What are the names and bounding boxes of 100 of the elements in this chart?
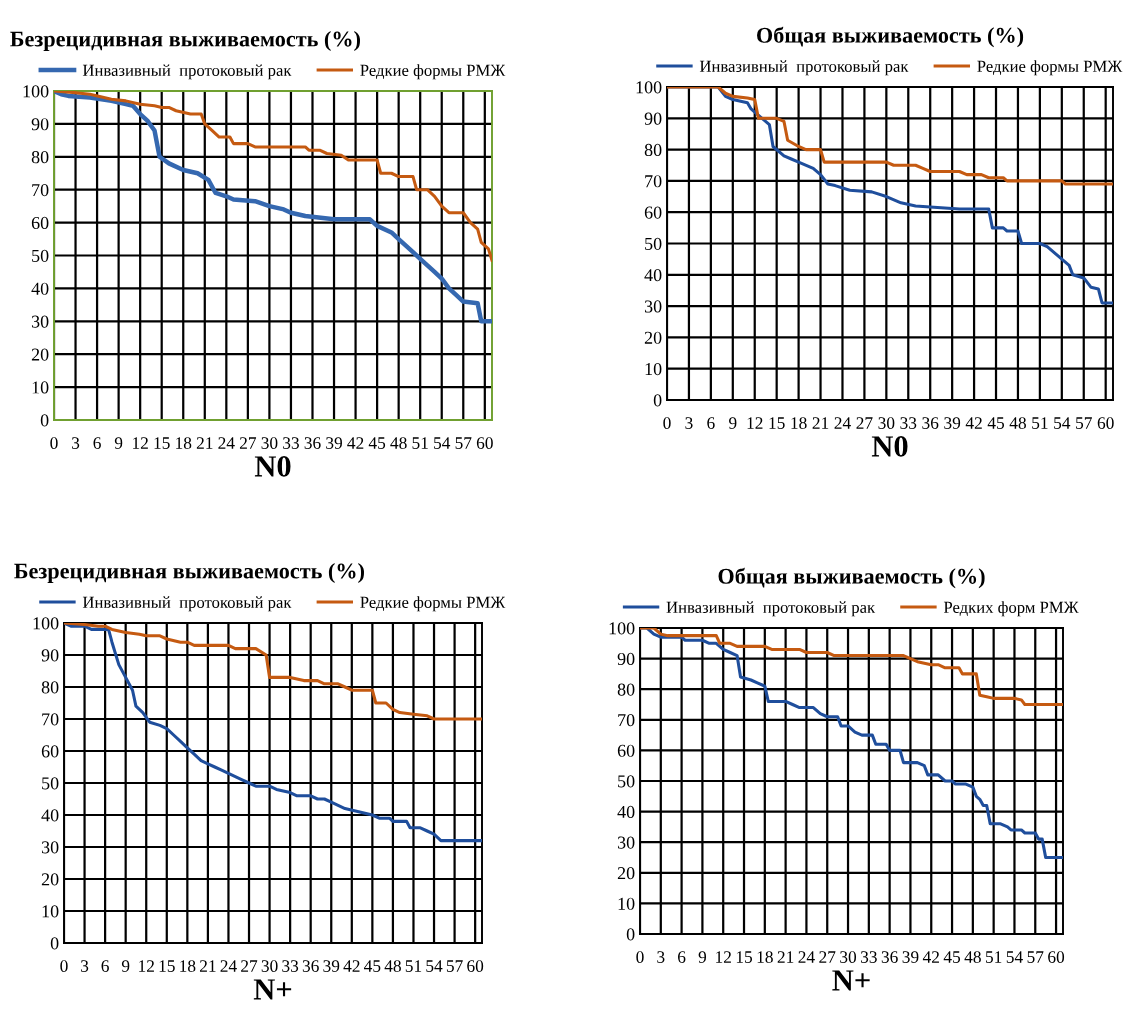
- x-tick-label: 21: [812, 417, 829, 429]
- y-tick-label: 40: [31, 282, 49, 295]
- x-tick-label: 60: [1097, 417, 1114, 429]
- x-tick-label: 48: [1009, 417, 1026, 429]
- x-tick-label: 9: [114, 437, 123, 449]
- y-tick-label: 20: [644, 331, 662, 344]
- y-tick-label: 80: [41, 681, 59, 694]
- y-tick-label: 60: [617, 744, 635, 757]
- chart-title: Безрецидивная выживаемость (%): [10, 30, 360, 52]
- x-tick-label: 48: [964, 951, 981, 963]
- y-tick-label: 30: [644, 300, 662, 313]
- x-tick-label: 6: [678, 951, 686, 963]
- x-tick-label: 42: [343, 960, 360, 972]
- legend-label: Редкие формы РМЖ: [977, 60, 1123, 76]
- chart-title: Общая выживаемость (%): [757, 26, 1024, 48]
- x-tick-label: 42: [965, 417, 982, 429]
- x-tick-label: 54: [1054, 417, 1071, 429]
- x-tick-label: 57: [446, 960, 463, 972]
- y-tick-label: 50: [42, 777, 59, 790]
- x-tick-label: 45: [943, 951, 961, 963]
- y-tick-label: 0: [50, 937, 59, 950]
- x-tick-label: 3: [72, 437, 80, 449]
- x-tick-label: 36: [881, 951, 898, 963]
- x-tick-label: 60: [476, 437, 493, 449]
- x-tick-label: 24: [220, 960, 237, 972]
- x-tick-label: 0: [60, 960, 68, 972]
- y-tick-label: 50: [32, 249, 49, 262]
- x-tick-label: 39: [323, 960, 340, 972]
- x-tick-label: 42: [922, 951, 939, 963]
- x-tick-label: 3: [81, 960, 89, 972]
- legend-label: Инвазивный протоковый рак: [82, 64, 292, 80]
- x-tick-label: 30: [261, 437, 278, 449]
- legend-label: Инвазивный протоковый рак: [82, 596, 292, 612]
- x-axis-title: N+: [832, 970, 870, 991]
- x-tick-label: 60: [1048, 951, 1065, 963]
- x-tick-label: 27: [856, 417, 873, 429]
- legend-label: Инвазивный протоковый рак: [666, 601, 876, 617]
- y-tick-label: 20: [617, 867, 635, 880]
- y-tick-label: 30: [31, 315, 49, 328]
- x-tick-label: 45: [987, 417, 1005, 429]
- x-tick-label: 33: [283, 437, 299, 449]
- x-tick-label: 15: [769, 417, 785, 429]
- x-tick-label: 42: [347, 437, 364, 449]
- y-tick-label: 40: [644, 269, 662, 282]
- x-tick-label: 39: [944, 417, 961, 429]
- y-tick-label: 80: [617, 683, 635, 696]
- x-tick-label: 6: [93, 437, 101, 449]
- x-tick-label: 3: [657, 951, 665, 963]
- x-tick-label: 15: [159, 960, 175, 972]
- y-tick-label: 40: [617, 805, 635, 819]
- chart-title: Безрецидивная выживаемость (%): [14, 562, 364, 584]
- y-tick-label: 90: [644, 112, 662, 125]
- x-tick-label: 18: [180, 960, 196, 972]
- x-tick-label: 51: [412, 437, 428, 449]
- y-tick-label: 70: [618, 714, 635, 727]
- x-tick-label: 15: [154, 437, 170, 449]
- x-tick-label: 6: [101, 960, 109, 972]
- x-tick-label: 48: [384, 960, 401, 972]
- y-tick-label: 70: [42, 713, 59, 726]
- x-tick-label: 54: [426, 960, 443, 972]
- y-tick-label: 20: [31, 348, 49, 361]
- x-tick-label: 60: [467, 960, 484, 972]
- x-tick-label: 51: [1032, 417, 1048, 429]
- y-tick-label: 100: [609, 622, 635, 635]
- x-tick-label: 33: [282, 960, 299, 972]
- x-tick-label: 18: [757, 951, 773, 963]
- y-tick-label: 90: [31, 118, 49, 131]
- legend-label: Редкие формы РМЖ: [360, 596, 506, 612]
- y-tick-label: 60: [41, 745, 59, 758]
- y-tick-label: 60: [31, 216, 49, 230]
- x-tick-label: 36: [922, 417, 939, 429]
- chart-title: Общая выживаемость (%): [718, 567, 985, 589]
- x-tick-label: 54: [1006, 951, 1023, 963]
- legend-label: Редких форм РМЖ: [943, 601, 1079, 617]
- y-tick-label: 10: [645, 362, 662, 376]
- y-tick-label: 100: [23, 85, 49, 98]
- x-tick-label: 51: [405, 960, 422, 972]
- x-tick-label: 9: [121, 960, 130, 972]
- x-tick-label: 24: [798, 951, 815, 963]
- x-tick-label: 57: [1076, 417, 1092, 429]
- y-tick-label: 10: [42, 905, 59, 918]
- x-tick-label: 51: [985, 951, 1002, 963]
- y-tick-label: 50: [645, 237, 662, 250]
- y-tick-label: 0: [626, 928, 635, 941]
- x-tick-label: 12: [747, 417, 763, 429]
- y-tick-label: 70: [32, 183, 49, 197]
- y-tick-label: 50: [618, 775, 635, 788]
- x-tick-label: 24: [834, 417, 851, 429]
- x-tick-label: 45: [368, 437, 386, 449]
- x-tick-label: 21: [196, 437, 213, 449]
- x-tick-label: 21: [777, 951, 794, 963]
- x-axis-title: N0: [871, 436, 908, 457]
- y-tick-label: 0: [653, 394, 662, 407]
- y-tick-label: 10: [32, 381, 49, 394]
- x-tick-label: 18: [176, 437, 192, 449]
- y-tick-label: 100: [636, 81, 662, 94]
- y-tick-label: 70: [645, 175, 662, 188]
- x-tick-label: 30: [261, 960, 278, 972]
- x-tick-label: 45: [364, 960, 381, 972]
- x-tick-label: 6: [707, 417, 715, 429]
